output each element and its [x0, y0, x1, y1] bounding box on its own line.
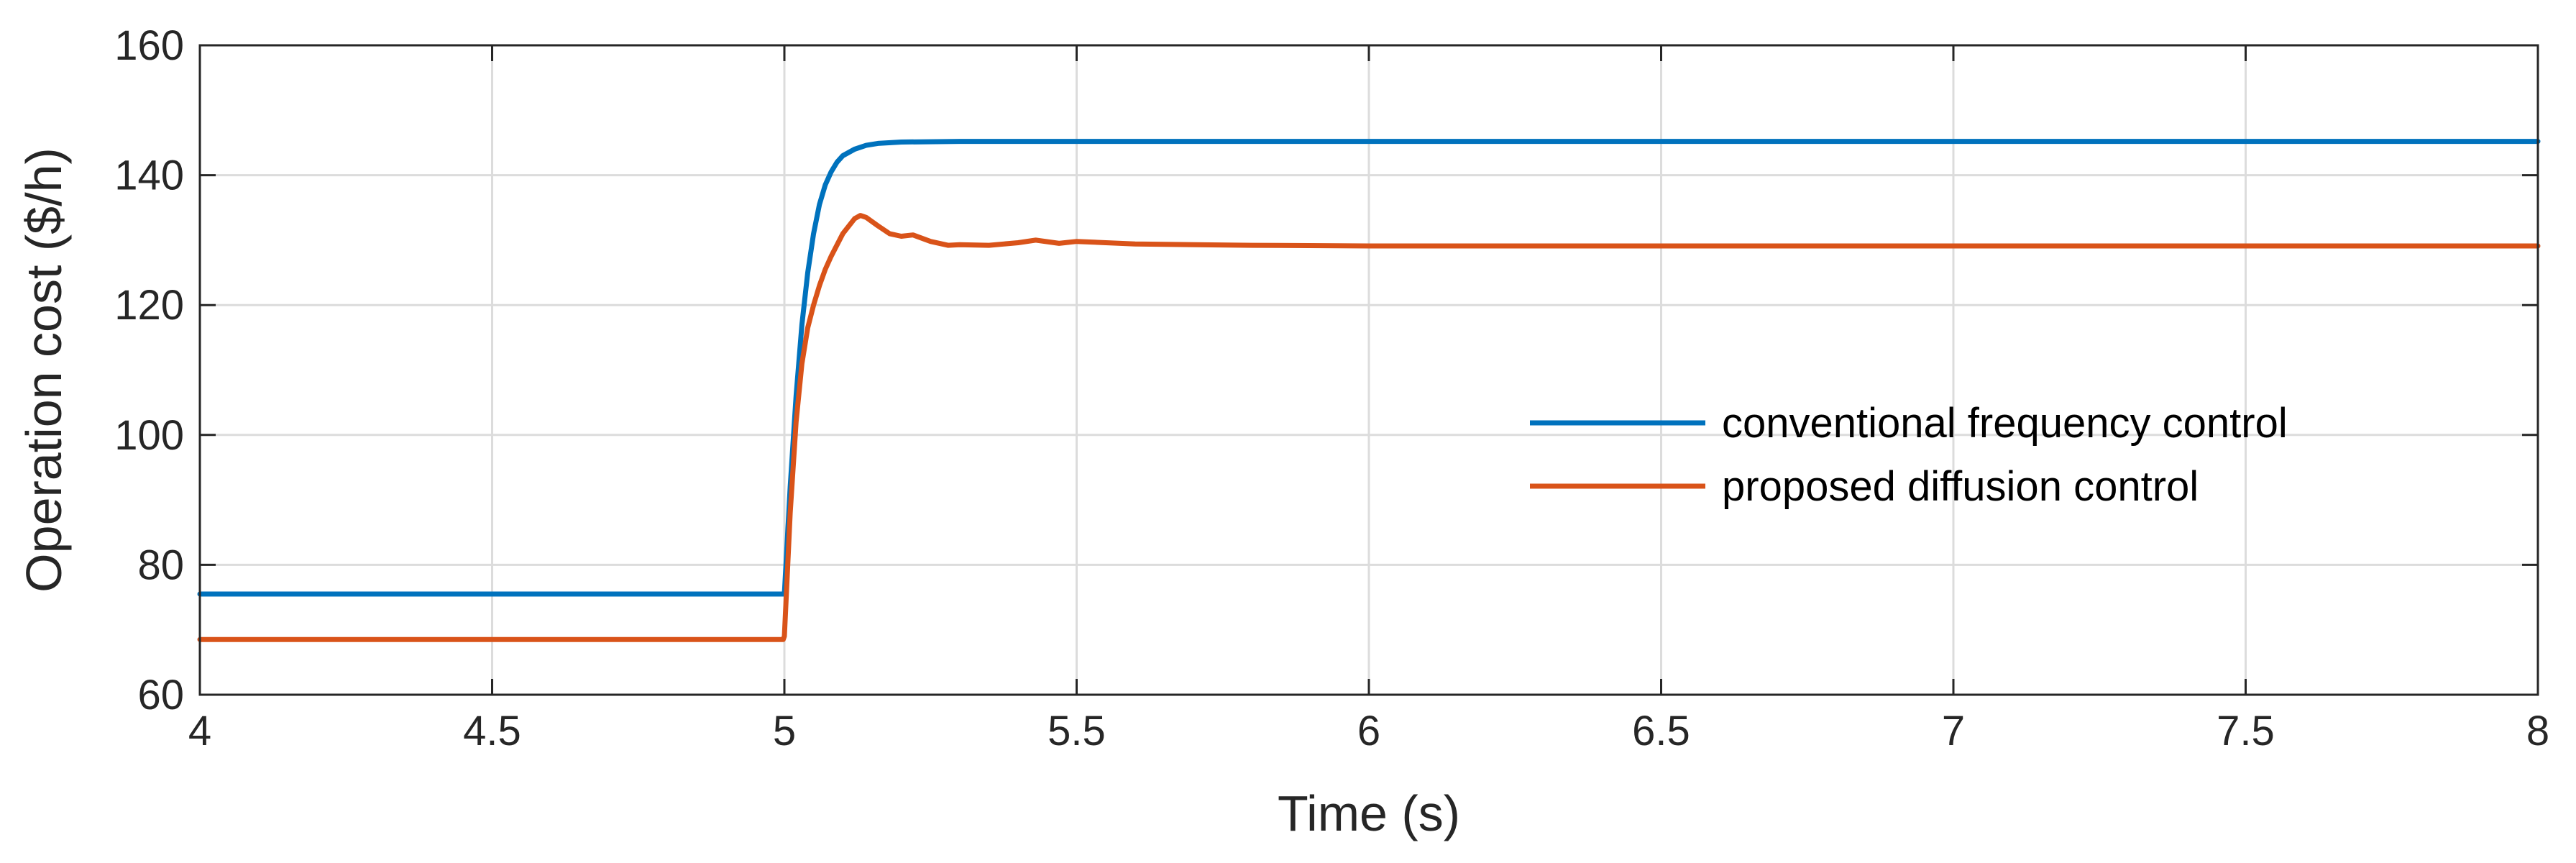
y-tick-label: 160 [114, 22, 184, 69]
grid-lines [200, 45, 2538, 695]
y-tick-label: 80 [137, 542, 184, 588]
x-tick-label: 7 [1942, 708, 1965, 754]
axis-ticks [198, 44, 2539, 696]
x-tick-label: 7.5 [2217, 708, 2275, 754]
series-lines [197, 139, 2541, 642]
legend-label: proposed diffusion control [1722, 463, 2199, 510]
series-line-2 [197, 213, 2541, 642]
x-tick-label: 5 [773, 708, 796, 754]
x-tick-label: 6 [1357, 708, 1380, 754]
y-tick-label: 100 [114, 412, 184, 459]
legend-label: conventional frequency control [1722, 400, 2288, 447]
y-tick-label: 120 [114, 282, 184, 329]
y-tick-label: 60 [137, 672, 184, 718]
x-axis-label: Time (s) [1278, 785, 1460, 841]
y-tick-label: 140 [114, 152, 184, 199]
x-tick-label: 8 [2526, 708, 2549, 754]
x-tick-label: 6.5 [1632, 708, 1690, 754]
x-tick-label: 4.5 [463, 708, 521, 754]
x-tick-label: 4 [188, 708, 211, 754]
y-axis-label: Operation cost ($/h) [16, 147, 72, 593]
tick-labels: 4 4.5 5 5.5 6 6.5 7 7.5 8 60 80 100 120 140 160 [114, 22, 2549, 754]
legend: conventional frequency control proposed d… [1530, 400, 2288, 510]
x-tick-label: 5.5 [1048, 708, 1106, 754]
